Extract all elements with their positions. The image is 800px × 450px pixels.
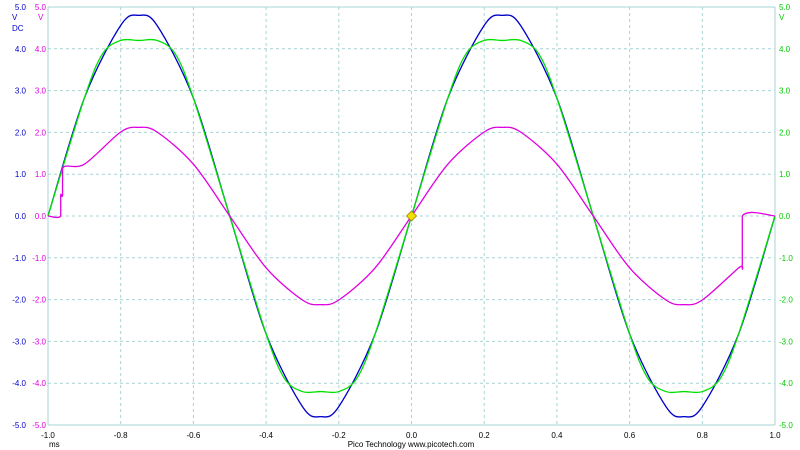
left-tick-label-blue: 1.0 [15, 170, 27, 179]
left-axis-coupling-blue: DC [12, 24, 24, 33]
left-tick-label-magenta: -5.0 [32, 421, 46, 430]
x-tick-label: -0.2 [332, 431, 346, 440]
left-tick-label-magenta: 1.0 [35, 170, 47, 179]
grid [47, 6, 776, 426]
left-axis-unit-magenta: V [38, 13, 44, 22]
left-tick-label-blue: -2.0 [12, 296, 26, 305]
x-tick-label: 0.8 [697, 431, 709, 440]
left-tick-label-blue: 0.0 [15, 212, 27, 221]
left-tick-label-blue: 5.0 [15, 3, 27, 12]
left-tick-label-magenta: -4.0 [32, 379, 46, 388]
right-tick-label: 1.0 [779, 170, 791, 179]
x-tick-label: 0.0 [406, 431, 418, 440]
right-tick-label: -2.0 [779, 296, 793, 305]
x-tick-label: 0.4 [551, 431, 563, 440]
left-tick-label-blue: 2.0 [15, 128, 27, 137]
left-tick-label-blue: -5.0 [12, 421, 26, 430]
left-tick-label-magenta: 2.0 [35, 128, 47, 137]
trigger-diamond-icon [405, 210, 418, 222]
x-tick-label: -0.8 [114, 431, 128, 440]
left-axis-unit-blue: V [12, 13, 18, 22]
right-tick-label: -4.0 [779, 379, 793, 388]
right-tick-label: 0.0 [779, 212, 791, 221]
left-axis-ticks: 5.0 5.0 4.0 4.0 3.0 3.0 2.0 2.0 1.0 1.0 0.0 0.0 -1.0… [12, 3, 46, 430]
right-tick-label: -3.0 [779, 337, 793, 346]
footer-credit: Pico Technology www.picotech.com [348, 440, 475, 449]
left-tick-label-blue: 4.0 [15, 45, 27, 54]
right-tick-label: 4.0 [779, 45, 791, 54]
right-tick-label: 3.0 [779, 87, 791, 96]
right-axis-unit: V [779, 13, 785, 22]
left-tick-label-blue: -1.0 [12, 254, 26, 263]
left-tick-label-magenta: 0.0 [35, 212, 47, 221]
trigger-marker[interactable] [405, 210, 418, 222]
x-axis-ticks: -1.0 -0.8 -0.6 -0.4 -0.2 0.0 0.2 0.4 0.6 0.8 1.0 [41, 431, 781, 440]
left-tick-label-magenta: 3.0 [35, 87, 47, 96]
right-tick-label: 5.0 [779, 3, 791, 12]
left-tick-label-blue: -3.0 [12, 337, 26, 346]
right-axis-ticks: 5.0 4.0 3.0 2.0 1.0 0.0 -1.0 -2.0 -3.0 -4.0 -5.0 [779, 3, 793, 430]
x-axis-unit: ms [49, 440, 60, 449]
left-tick-label-magenta: -3.0 [32, 337, 46, 346]
left-tick-label-blue: 3.0 [15, 87, 27, 96]
right-tick-label: 2.0 [779, 128, 791, 137]
x-tick-label: 0.6 [624, 431, 636, 440]
x-tick-label: -0.4 [259, 431, 273, 440]
trace-magenta [47, 126, 776, 306]
x-tick-label: 1.0 [769, 431, 781, 440]
left-tick-label-magenta: 5.0 [35, 3, 47, 12]
x-tick-label: -0.6 [187, 431, 201, 440]
x-tick-label: -1.0 [41, 431, 55, 440]
x-tick-label: 0.2 [479, 431, 491, 440]
left-tick-label-blue: -4.0 [12, 379, 26, 388]
left-tick-label-magenta: 4.0 [35, 45, 47, 54]
right-tick-label: -1.0 [779, 254, 793, 263]
left-tick-label-magenta: -2.0 [32, 296, 46, 305]
right-tick-label: -5.0 [779, 421, 793, 430]
left-tick-label-magenta: -1.0 [32, 254, 46, 263]
